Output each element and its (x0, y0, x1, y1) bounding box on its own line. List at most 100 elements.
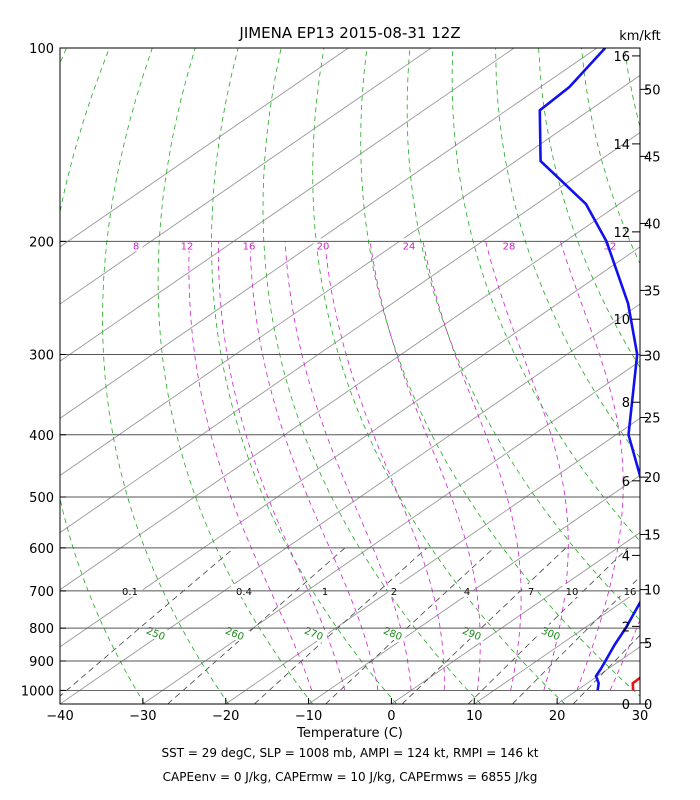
dry-adiabat (211, 48, 398, 704)
km-tick-label: 10 (613, 313, 630, 328)
kft-tick-label: 0 (644, 698, 652, 713)
dry-adiabat-label: 270 (299, 621, 329, 644)
right-axis-unit-label: km/kft (619, 29, 661, 44)
km-tick-label: 4 (622, 549, 630, 564)
kft-tick-label: 30 (644, 349, 661, 364)
isotherm (308, 474, 640, 704)
isotherm (60, 48, 515, 362)
axes: −40 −30 −20 −10 0 10 20 30100200300400500600700… (21, 42, 661, 724)
mixing-ratio-label: 7 (524, 583, 538, 598)
dry-adiabat (581, 48, 640, 265)
x-tick-label: 10 (466, 709, 483, 724)
moist-adiabat (676, 241, 700, 690)
isotherm (60, 48, 598, 419)
footer-line-1: SST = 29 degC, SLP = 1008 mb, AMPI = 124… (161, 746, 538, 760)
moist-adiabat (643, 241, 700, 690)
moist-adiabat (188, 241, 313, 691)
mixing-ratio-label: 0.4 (231, 583, 257, 598)
isotherm (60, 48, 349, 248)
dry-adiabat-label: 300 (536, 621, 566, 644)
km-tick-label: 12 (613, 226, 630, 241)
mixing-ratio-line (60, 547, 235, 697)
mixing-ratio-label: 2 (387, 583, 401, 598)
background-lines (60, 48, 700, 704)
isotherm (142, 360, 640, 704)
svg-text:12: 12 (181, 241, 194, 252)
kft-tick-label: 35 (644, 284, 661, 299)
moist-adiabat-label: 16 (239, 238, 259, 252)
isotherm (474, 589, 640, 704)
moist-adiabat (218, 241, 346, 691)
x-tick-label: −20 (212, 709, 239, 724)
moist-adiabat-label: 12 (177, 238, 197, 252)
isobars (60, 47, 640, 691)
pressure-tick-label: 200 (29, 235, 54, 250)
kft-tick-label: 45 (644, 150, 661, 165)
pressure-tick-label: 900 (29, 655, 54, 670)
kft-tick-label: 40 (644, 217, 661, 232)
svg-text:8: 8 (133, 241, 139, 252)
moist-adiabat (249, 241, 379, 691)
km-tick-label: 14 (613, 138, 630, 153)
dry-adiabat-label: 250 (141, 621, 171, 644)
isotherm (60, 74, 640, 476)
dry-adiabat (102, 48, 230, 704)
x-tick-label: 0 (387, 709, 395, 724)
dry-adiabat (406, 48, 640, 621)
moist-adiabat-label: 20 (313, 238, 333, 252)
pressure-tick-label: 300 (29, 348, 54, 363)
isotherm (60, 132, 640, 534)
mixing-ratio-line (572, 634, 640, 704)
dry-adiabat (157, 48, 314, 704)
svg-text:24: 24 (403, 241, 416, 252)
moist-adiabat-label: 28 (499, 238, 519, 252)
svg-text:1: 1 (322, 587, 328, 598)
moist-adiabat-label: 8 (129, 238, 143, 252)
mixing-ratio-line (467, 547, 629, 704)
kft-tick-label: 5 (644, 637, 652, 652)
pressure-tick-label: 400 (29, 429, 54, 444)
km-tick-label: 6 (622, 475, 630, 490)
profile-lines (538, 48, 640, 691)
dry-adiabat (667, 48, 700, 704)
pressure-tick-label: 1000 (21, 684, 54, 699)
mixing-ratio-label: 16 (620, 583, 640, 598)
svg-text:32: 32 (604, 241, 617, 252)
kft-tick-label: 15 (644, 528, 661, 543)
svg-text:7: 7 (528, 587, 534, 598)
mixing-ratio-label: 4 (460, 583, 474, 598)
dry-adiabat (451, 48, 640, 542)
x-axis-label: Temperature (C) (296, 726, 403, 741)
svg-text:10: 10 (566, 587, 579, 598)
isotherm (225, 417, 640, 704)
temperature-profile-line (631, 676, 640, 691)
pressure-tick-label: 600 (29, 542, 54, 557)
mixing-ratio-line (325, 547, 495, 704)
svg-text:28: 28 (503, 241, 516, 252)
svg-text:0.4: 0.4 (236, 587, 252, 598)
kft-tick-label: 25 (644, 411, 661, 426)
footer-line-2: CAPEenv = 0 J/kg, CAPErmw = 10 J/kg, CAP… (163, 770, 538, 784)
dry-adiabat (360, 48, 640, 697)
kft-tick-label: 20 (644, 471, 661, 486)
moist-adiabat (369, 241, 481, 691)
km-tick-label: 0 (622, 698, 630, 713)
mixing-ratio-label: 1 (318, 583, 332, 598)
km-tick-label: 2 (622, 620, 630, 635)
km-tick-label: 16 (613, 50, 630, 65)
kft-tick-label: 50 (644, 83, 661, 98)
dry-adiabat (60, 48, 67, 704)
pressure-tick-label: 800 (29, 622, 54, 637)
dry-adiabat (60, 48, 146, 704)
pressure-tick-label: 100 (29, 42, 54, 57)
dry-adiabat (312, 48, 566, 704)
mixing-ratio-label: 10 (562, 583, 582, 598)
dewpoint-profile-line (538, 48, 640, 691)
dry-adiabat (262, 48, 482, 704)
isotherm (391, 532, 640, 704)
x-tick-label: −30 (129, 709, 156, 724)
dry-adiabat-label: 290 (457, 621, 487, 644)
svg-text:4: 4 (464, 587, 470, 598)
